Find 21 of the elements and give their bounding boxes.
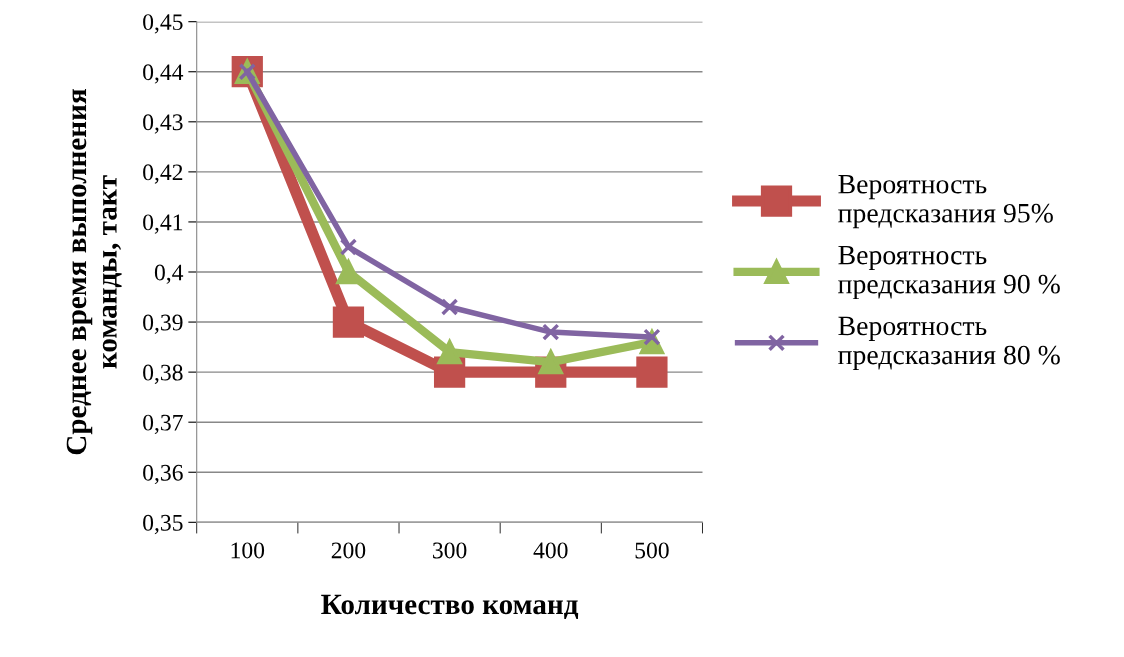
- y-tick-label: 0,42: [143, 164, 183, 184]
- y-tick-label: 0,35: [143, 514, 183, 535]
- y-tick-label: 0,37: [143, 414, 183, 435]
- x-tick-label: 100: [231, 542, 265, 559]
- y-tick-label: 0,45: [143, 14, 183, 34]
- x-tick-label: 200: [331, 542, 366, 559]
- y-axis-title: Среднее время выполнения команды, такт: [66, 89, 122, 455]
- y-tick-label: 0,36: [143, 464, 183, 485]
- legend-label: Вероятность предсказания 80 %: [838, 316, 1060, 371]
- x-tick-label: 400: [533, 542, 568, 559]
- y-tick-label: 0,41: [143, 214, 183, 234]
- y-tick-label: 0,39: [143, 314, 183, 334]
- y-tick-label: 0,38: [143, 364, 183, 384]
- legend-label: Вероятность предсказания 90 %: [838, 245, 1060, 300]
- y-tick-label: 0,4: [154, 264, 184, 284]
- x-tick-label: 500: [635, 542, 669, 559]
- y-tick-label: 0,43: [143, 114, 183, 134]
- x-tick-label: 300: [433, 542, 467, 559]
- y-tick-label: 0,44: [143, 64, 184, 84]
- legend-label: Вероятность предсказания 95%: [838, 175, 1053, 229]
- x-axis-title: Количество команд: [321, 594, 579, 620]
